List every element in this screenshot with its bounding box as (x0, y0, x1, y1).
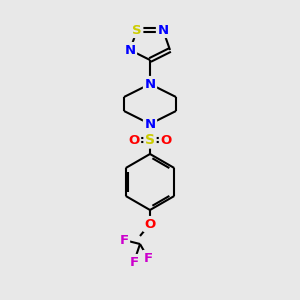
Text: F: F (129, 256, 139, 268)
Text: N: N (144, 77, 156, 91)
Text: F: F (119, 233, 129, 247)
Text: S: S (145, 133, 155, 147)
Text: N: N (158, 23, 169, 37)
Text: N: N (144, 118, 156, 130)
Text: O: O (128, 134, 140, 146)
Text: O: O (144, 218, 156, 230)
Text: F: F (143, 251, 153, 265)
Text: S: S (132, 23, 142, 37)
Text: N: N (124, 44, 136, 56)
Text: O: O (160, 134, 172, 146)
